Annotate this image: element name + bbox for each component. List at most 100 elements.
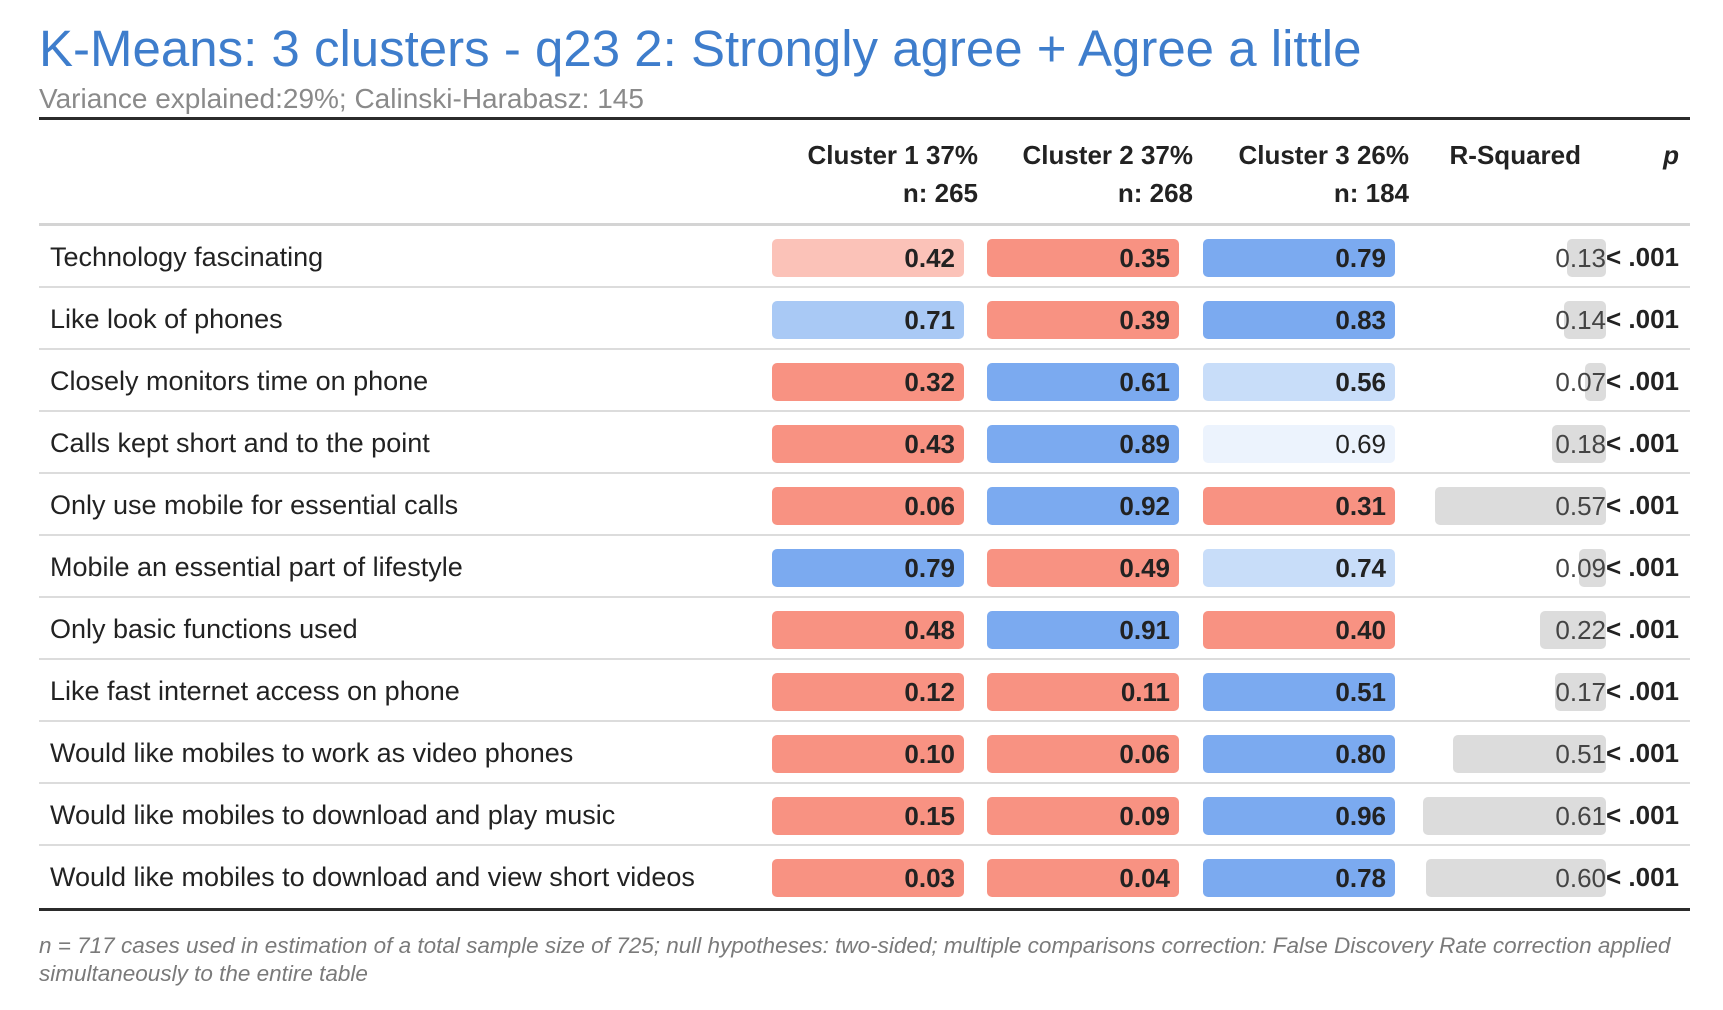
cluster-3-cell: 0.80 (1203, 735, 1395, 773)
column-header-line1: Cluster 3 26% (1238, 140, 1409, 170)
r-squared-bar (1567, 239, 1606, 277)
r-squared-bar (1579, 549, 1606, 587)
p-value: < .001 (1605, 614, 1679, 644)
row-label: Would like mobiles to work as video phon… (50, 738, 574, 768)
r-squared-value: 0.09 (1555, 553, 1606, 583)
cluster-1-cell: 0.32 (772, 363, 964, 401)
r-squared-cell: 0.13 (1406, 239, 1606, 277)
r-squared-bar (1423, 797, 1606, 835)
table-row: Closely monitors time on phone 0.32 0.61 0.… (39, 350, 1690, 412)
column-header-line2: R-Squared (1449, 140, 1581, 170)
p-value: < .001 (1605, 242, 1679, 272)
r-squared-value: 0.22 (1555, 615, 1606, 645)
r-squared-cell: 0.22 (1406, 611, 1606, 649)
cluster-2-cell: 0.91 (987, 611, 1179, 649)
chart-title: K-Means: 3 clusters - q23 2: Strongly ag… (39, 20, 1362, 77)
r-squared-cell: 0.17 (1406, 673, 1606, 711)
r-squared-cell: 0.61 (1406, 797, 1606, 835)
cluster-1-cell: 0.43 (772, 425, 964, 463)
cluster-1-cell: 0.03 (772, 859, 964, 897)
table-row: Technology fascinating 0.42 0.35 0.79 0.13 < … (39, 226, 1690, 288)
row-label: Would like mobiles to download and play … (50, 800, 616, 830)
column-header-cluster-1: Cluster 1 37% n: 265 (807, 136, 978, 212)
cluster-1-cell: 0.48 (772, 611, 964, 649)
p-value: < .001 (1605, 552, 1679, 582)
r-squared-cell: 0.51 (1406, 735, 1606, 773)
r-squared-value: 0.51 (1555, 739, 1606, 769)
cluster-2-cell: 0.89 (987, 425, 1179, 463)
cluster-3-cell: 0.79 (1203, 239, 1395, 277)
cluster-3-cell: 0.69 (1203, 425, 1395, 463)
table-header: Cluster 1 37% n: 265 Cluster 2 37% n: 26… (39, 120, 1690, 223)
table-row: Only use mobile for essential calls 0.06 0… (39, 474, 1690, 536)
table-row: Like fast internet access on phone 0.12 0.… (39, 660, 1690, 722)
cluster-3-cell: 0.96 (1203, 797, 1395, 835)
column-header-cluster-3: Cluster 3 26% n: 184 (1238, 136, 1409, 212)
cluster-1-cell: 0.06 (772, 487, 964, 525)
column-header-line2: p (1663, 140, 1679, 170)
cluster-3-cell: 0.83 (1203, 301, 1395, 339)
row-label: Mobile an essential part of lifestyle (50, 552, 463, 582)
table-row: Mobile an essential part of lifestyle 0.7… (39, 536, 1690, 598)
cluster-2-cell: 0.39 (987, 301, 1179, 339)
row-label: Would like mobiles to download and view … (50, 862, 695, 892)
r-squared-value: 0.18 (1555, 429, 1606, 459)
row-label: Only basic functions used (50, 614, 358, 644)
row-label: Technology fascinating (50, 242, 324, 272)
chart-container: K-Means: 3 clusters - q23 2: Strongly ag… (39, 14, 1690, 988)
header-rule (39, 223, 1690, 226)
cluster-3-cell: 0.31 (1203, 487, 1395, 525)
r-squared-bar (1435, 487, 1606, 525)
r-squared-cell: 0.18 (1406, 425, 1606, 463)
cluster-2-cell: 0.61 (987, 363, 1179, 401)
r-squared-value: 0.07 (1555, 367, 1606, 397)
table-row: Would like mobiles to download and play … (39, 784, 1690, 846)
table-row: Would like mobiles to download and view … (39, 846, 1690, 908)
r-squared-cell: 0.14 (1406, 301, 1606, 339)
table-row: Would like mobiles to work as video phon… (39, 722, 1690, 784)
r-squared-value: 0.13 (1555, 243, 1606, 273)
p-value: < .001 (1605, 428, 1679, 458)
r-squared-bar (1453, 735, 1606, 773)
chart-subtitle: Variance explained:29%; Calinski-Harabas… (39, 83, 644, 114)
p-value: < .001 (1605, 862, 1679, 892)
column-header-r-squared: R-Squared (1450, 136, 1581, 174)
row-label: Calls kept short and to the point (50, 428, 430, 458)
cluster-1-cell: 0.10 (772, 735, 964, 773)
table-row: Like look of phones 0.71 0.39 0.83 0.14 < .00… (39, 288, 1690, 350)
cluster-3-cell: 0.56 (1203, 363, 1395, 401)
cluster-3-cell: 0.40 (1203, 611, 1395, 649)
row-label: Like fast internet access on phone (50, 676, 460, 706)
column-header-cluster-2: Cluster 2 37% n: 268 (1022, 136, 1193, 212)
cluster-1-cell: 0.42 (772, 239, 964, 277)
r-squared-value: 0.61 (1555, 801, 1606, 831)
r-squared-cell: 0.57 (1406, 487, 1606, 525)
column-header-p: p (1663, 136, 1679, 174)
p-value: < .001 (1605, 366, 1679, 396)
r-squared-value: 0.60 (1555, 863, 1606, 893)
top-rule (39, 117, 1690, 120)
table-row: Only basic functions used 0.48 0.91 0.40 0.2… (39, 598, 1690, 660)
table-row: Calls kept short and to the point 0.43 0.8… (39, 412, 1690, 474)
r-squared-value: 0.57 (1555, 491, 1606, 521)
cluster-1-cell: 0.71 (772, 301, 964, 339)
r-squared-cell: 0.09 (1406, 549, 1606, 587)
footnote: n = 717 cases used in estimation of a to… (39, 933, 1671, 986)
p-value: < .001 (1605, 738, 1679, 768)
r-squared-bar (1585, 363, 1606, 401)
row-label: Only use mobile for essential calls (50, 490, 459, 520)
cluster-2-cell: 0.49 (987, 549, 1179, 587)
r-squared-cell: 0.07 (1406, 363, 1606, 401)
column-header-line1: Cluster 2 37% (1022, 140, 1193, 170)
r-squared-bar (1552, 425, 1606, 463)
cluster-2-cell: 0.92 (987, 487, 1179, 525)
cluster-1-cell: 0.12 (772, 673, 964, 711)
table-body: Technology fascinating 0.42 0.35 0.79 0.13 < … (39, 226, 1690, 908)
column-header-line2: n: 184 (1333, 178, 1409, 208)
p-value: < .001 (1605, 490, 1679, 520)
r-squared-bar (1564, 301, 1606, 339)
cluster-3-cell: 0.78 (1203, 859, 1395, 897)
row-label: Closely monitors time on phone (50, 366, 429, 396)
cluster-3-cell: 0.74 (1203, 549, 1395, 587)
r-squared-value: 0.17 (1555, 677, 1606, 707)
